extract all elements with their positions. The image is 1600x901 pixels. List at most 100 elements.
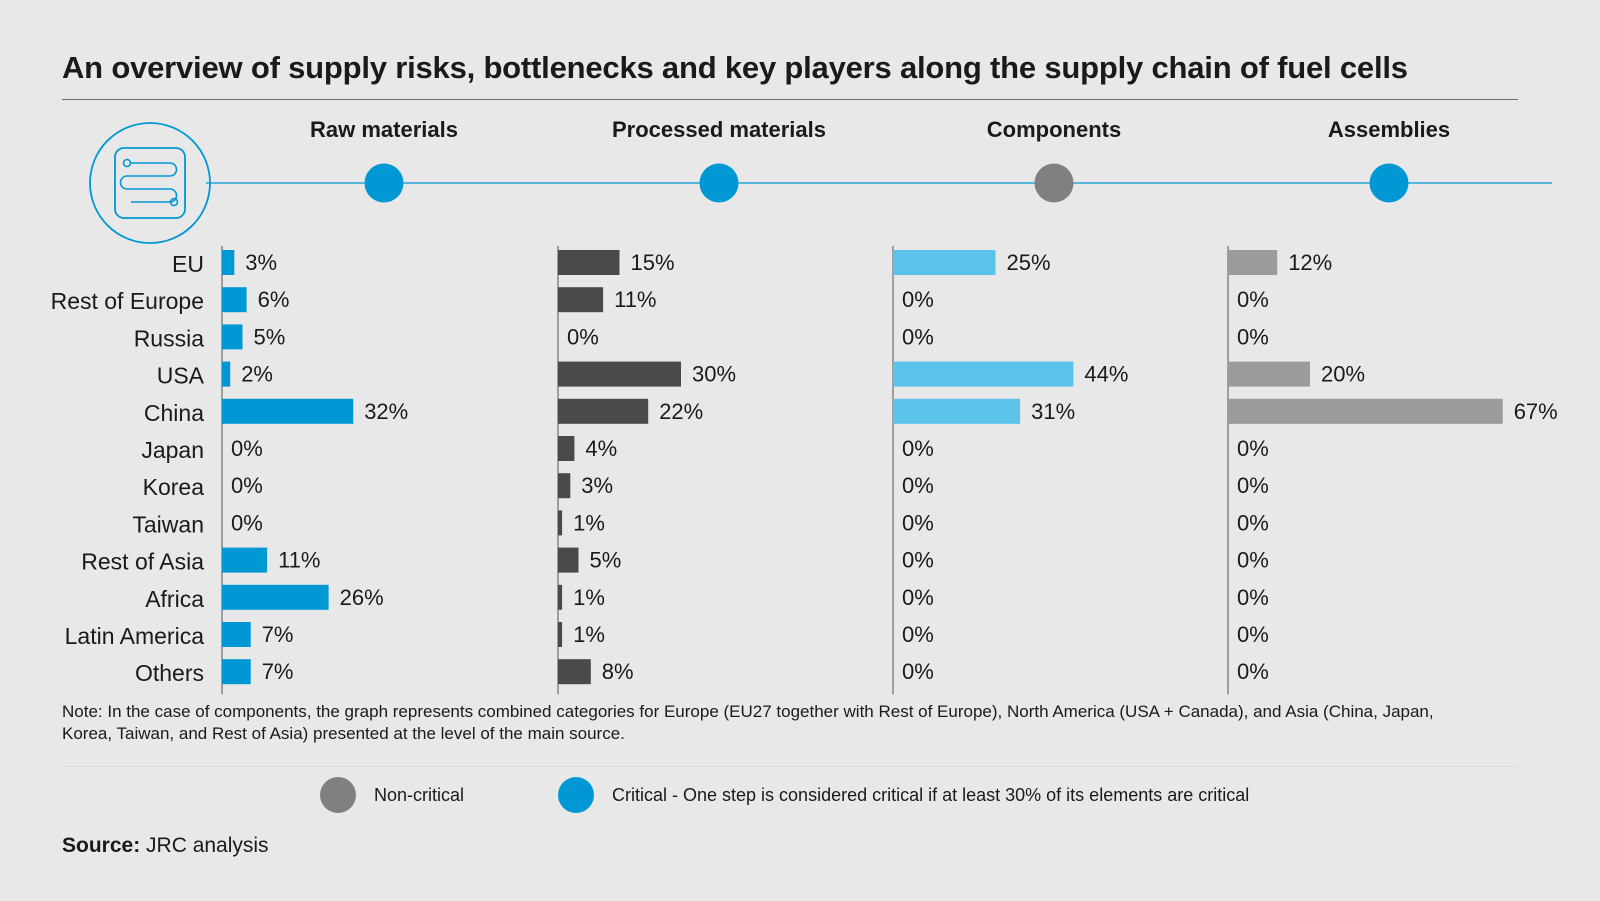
- stage-header-assemblies: Assemblies: [1328, 117, 1450, 142]
- category-label-latin-america: Latin America: [65, 623, 205, 649]
- value-label-raw-materials-others: 7%: [262, 659, 294, 684]
- legend-item-critical: Critical - One step is considered critic…: [558, 776, 1249, 814]
- category-label-others: Others: [135, 660, 204, 686]
- critical-dot-icon: [558, 777, 594, 813]
- value-label-components-africa: 0%: [902, 585, 934, 610]
- value-label-assemblies-japan: 0%: [1237, 436, 1269, 461]
- value-label-processed-materials-korea: 3%: [581, 473, 613, 498]
- value-label-components-japan: 0%: [902, 436, 934, 461]
- legend-item-non-critical: Non-critical: [320, 776, 464, 814]
- stage-header-raw-materials: Raw materials: [310, 117, 458, 142]
- bar-processed-materials-usa: [558, 361, 681, 387]
- value-label-components-eu: 25%: [1007, 250, 1051, 275]
- value-label-assemblies-others: 0%: [1237, 659, 1269, 684]
- category-label-japan: Japan: [141, 437, 204, 463]
- value-label-raw-materials-russia: 5%: [254, 324, 286, 349]
- value-label-assemblies-usa: 20%: [1321, 362, 1365, 387]
- value-label-components-rest-of-asia: 0%: [902, 548, 934, 573]
- bar-components-eu: [893, 250, 996, 275]
- bar-processed-materials-latin-america: [558, 622, 563, 647]
- value-label-assemblies-rest-of-europe: 0%: [1237, 287, 1269, 312]
- value-label-processed-materials-others: 8%: [602, 659, 634, 684]
- value-label-raw-materials-usa: 2%: [241, 362, 273, 387]
- value-label-raw-materials-eu: 3%: [245, 250, 277, 275]
- value-label-components-others: 0%: [902, 659, 934, 684]
- value-label-processed-materials-latin-america: 1%: [573, 622, 605, 647]
- value-label-assemblies-latin-america: 0%: [1237, 622, 1269, 647]
- bar-components-usa: [893, 361, 1074, 387]
- non-critical-dot-icon: [320, 777, 356, 813]
- bar-raw-materials-eu: [222, 250, 235, 275]
- bar-components-china: [893, 398, 1021, 424]
- value-label-components-korea: 0%: [902, 473, 934, 498]
- value-label-assemblies-china: 67%: [1514, 399, 1558, 424]
- value-label-processed-materials-russia: 0%: [567, 324, 599, 349]
- chart-title: An overview of supply risks, bottlenecks…: [62, 50, 1408, 85]
- category-label-rest-of-asia: Rest of Asia: [81, 549, 204, 575]
- value-label-raw-materials-rest-of-asia: 11%: [278, 548, 320, 573]
- value-label-components-china: 31%: [1031, 399, 1075, 424]
- value-label-assemblies-russia: 0%: [1237, 324, 1269, 349]
- stage-marker-processed-materials: [699, 163, 739, 203]
- source-line: Source: JRC analysis: [62, 834, 269, 858]
- value-label-components-russia: 0%: [902, 324, 934, 349]
- value-label-assemblies-eu: 12%: [1288, 250, 1332, 275]
- value-label-processed-materials-usa: 30%: [692, 362, 736, 387]
- category-label-africa: Africa: [145, 586, 204, 612]
- source-label: Source:: [62, 834, 141, 857]
- bar-raw-materials-usa: [222, 361, 231, 387]
- stage-header-processed-materials: Processed materials: [612, 117, 826, 142]
- bar-raw-materials-rest-of-asia: [222, 547, 268, 573]
- bar-assemblies-china: [1228, 398, 1503, 424]
- bar-processed-materials-rest-of-asia: [558, 547, 579, 573]
- value-label-assemblies-korea: 0%: [1237, 473, 1269, 498]
- title-divider: [62, 99, 1518, 100]
- category-label-eu: EU: [172, 251, 204, 277]
- bar-raw-materials-africa: [222, 584, 329, 610]
- value-label-raw-materials-africa: 26%: [340, 585, 384, 610]
- bar-raw-materials-latin-america: [222, 622, 251, 647]
- bar-raw-materials-china: [222, 398, 354, 424]
- value-label-raw-materials-china: 32%: [364, 399, 408, 424]
- category-label-usa: USA: [157, 363, 205, 389]
- value-label-processed-materials-africa: 1%: [573, 585, 605, 610]
- value-label-raw-materials-rest-of-europe: 6%: [258, 287, 290, 312]
- bar-assemblies-usa: [1228, 361, 1310, 387]
- bar-raw-materials-russia: [222, 324, 243, 350]
- value-label-raw-materials-latin-america: 7%: [262, 622, 294, 647]
- bar-raw-materials-rest-of-europe: [222, 287, 247, 313]
- stage-marker-assemblies: [1369, 163, 1409, 203]
- bar-processed-materials-china: [558, 398, 649, 424]
- bar-processed-materials-africa: [558, 584, 563, 610]
- supply-chain-chart: Raw materials Processed materials Componen…: [51, 117, 1558, 695]
- category-label-rest-of-europe: Rest of Europe: [51, 288, 204, 314]
- stage-header-components: Components: [987, 117, 1121, 142]
- legend-divider: [62, 766, 1518, 767]
- value-label-assemblies-rest-of-asia: 0%: [1237, 548, 1269, 573]
- value-label-processed-materials-japan: 4%: [585, 436, 617, 461]
- value-label-processed-materials-rest-of-europe: 11%: [614, 287, 656, 312]
- value-label-raw-materials-korea: 0%: [231, 473, 263, 498]
- category-label-russia: Russia: [134, 325, 205, 351]
- value-label-processed-materials-rest-of-asia: 5%: [590, 548, 622, 573]
- chart-note: Note: In the case of components, the gra…: [62, 702, 1434, 743]
- value-label-assemblies-taiwan: 0%: [1237, 510, 1269, 535]
- bar-raw-materials-others: [222, 659, 251, 685]
- category-label-korea: Korea: [143, 474, 205, 500]
- bar-processed-materials-japan: [558, 436, 575, 461]
- value-label-components-taiwan: 0%: [902, 510, 934, 535]
- bar-processed-materials-eu: [558, 250, 620, 275]
- value-label-components-usa: 44%: [1084, 362, 1128, 387]
- value-label-raw-materials-japan: 0%: [231, 436, 263, 461]
- legend-label-critical: Critical - One step is considered critic…: [612, 784, 1250, 805]
- value-label-assemblies-africa: 0%: [1237, 585, 1269, 610]
- bar-processed-materials-others: [558, 659, 591, 685]
- bar-processed-materials-korea: [558, 473, 571, 499]
- bar-assemblies-eu: [1228, 250, 1278, 275]
- stage-marker-components: [1034, 163, 1074, 203]
- source-text: JRC analysis: [140, 834, 269, 857]
- value-label-raw-materials-taiwan: 0%: [231, 510, 263, 535]
- value-label-processed-materials-china: 22%: [659, 399, 703, 424]
- bar-processed-materials-taiwan: [558, 510, 563, 536]
- bar-processed-materials-rest-of-europe: [558, 287, 604, 313]
